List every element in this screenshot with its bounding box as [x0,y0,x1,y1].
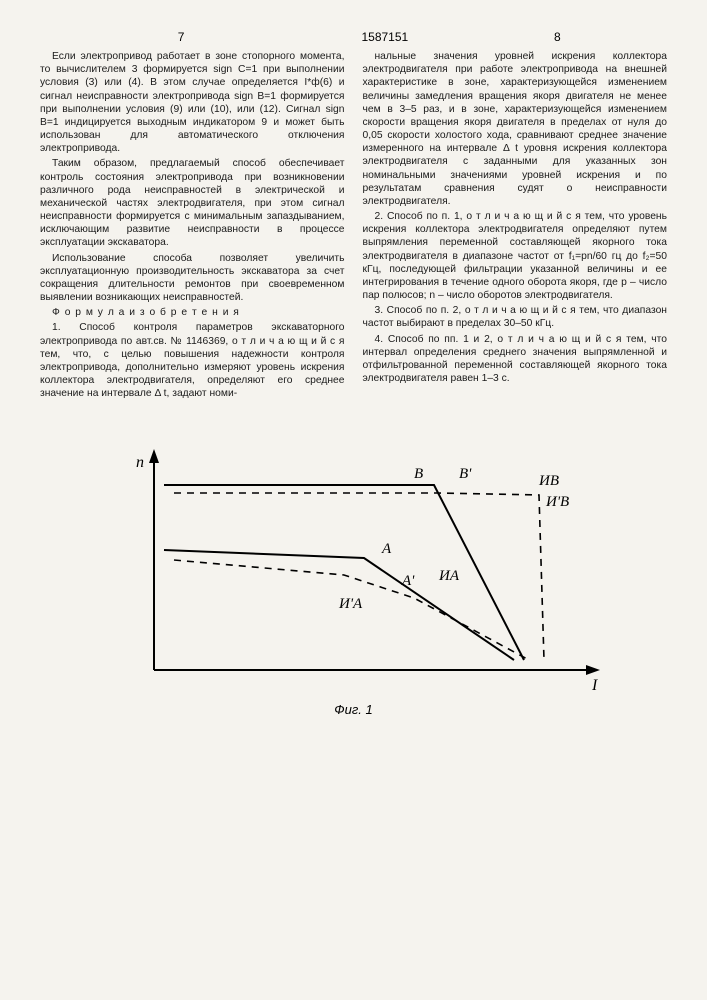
right-column: нальные значения уровней искрения коллек… [363,50,668,402]
svg-text:A: A [381,541,392,557]
svg-text:И'B: И'B [545,494,569,510]
left-column: Если электропривод работает в зоне стопо… [40,50,345,402]
rc-p2: 2. Способ по п. 1, о т л и ч а ю щ и й с… [363,210,668,302]
text-columns: Если электропривод работает в зоне стопо… [40,50,667,402]
svg-text:A': A' [401,573,415,589]
rc-p1: нальные значения уровней искрения коллек… [363,50,668,208]
page-left-num: 7 [40,30,322,44]
lc-p2: Таким образом, предлагаемый способ обесп… [40,157,345,249]
lc-p4: 1. Способ контроля параметров экскаватор… [40,321,345,400]
svg-text:ИA: ИA [438,568,460,584]
svg-text:I: I [591,677,598,694]
rc-p4: 4. Способ по пп. 1 и 2, о т л и ч а ю щ … [363,333,668,386]
svg-text:B: B [414,466,423,482]
figure-caption: Фиг. 1 [40,702,667,717]
page-right-num: 8 [448,30,667,44]
lc-p1: Если электропривод работает в зоне стопо… [40,50,345,155]
rc-p3: 3. Способ по п. 2, о т л и ч а ю щ и й с… [363,304,668,330]
svg-text:ИB: ИB [538,473,559,489]
svg-text:B': B' [459,466,472,482]
formula-title: Ф о р м у л а и з о б р е т е н и я [40,306,345,319]
svg-text:n: n [136,454,144,471]
figure-svg: n I B B' ИB И'B A A' ИA И'A [84,430,624,700]
lc-p3: Использование способа позволяет увеличит… [40,252,345,305]
patent-number: 1587151 [322,30,447,44]
figure-1: n I B B' ИB И'B A A' ИA И'A Фиг. 1 [40,430,667,717]
svg-text:И'A: И'A [338,596,363,612]
